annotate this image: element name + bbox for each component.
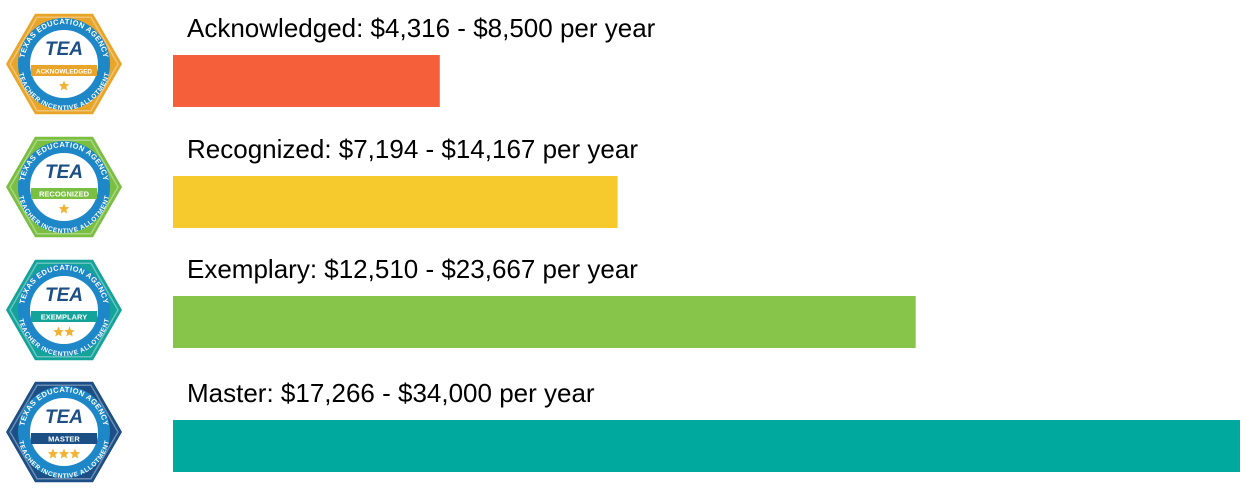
badge-center [30,276,98,344]
star-icon [69,448,81,459]
bar-master [173,420,1240,472]
badge-hexagon-rim [9,139,119,235]
badge-level-band [31,188,97,199]
badge-level-band [31,311,97,322]
badge-level-text: RECOGNIZED [39,190,90,199]
badge-level-band [31,433,97,444]
badge-center [30,398,98,466]
bar-acknowledged [173,55,440,107]
badge-center [30,30,98,98]
badge-logo: TEA [45,407,83,428]
bar-recognized [173,176,618,228]
badge-level-band [31,65,97,76]
bar-label-exemplary: Exemplary: $12,510 - $23,667 per year [187,254,638,284]
badge-level-text: EXEMPLARY [41,313,87,322]
star-icon [58,203,70,214]
badge-hexagon-rim [9,16,119,112]
badge-hexagon-rim [9,384,119,480]
badge-level-text: MASTER [48,435,80,444]
bar-label-master: Master: $17,266 - $34,000 per year [187,378,595,408]
star-icon [47,448,59,459]
star-icon [53,326,64,337]
badge-logo: TEA [45,39,83,60]
star-icon [58,448,70,459]
star-icon [64,326,75,337]
badge-logo: TEA [45,285,83,306]
star-icon [58,80,70,91]
bar-exemplary [173,296,916,348]
badge-center [30,153,98,221]
badge-hexagon-rim [9,262,119,358]
bar-label-recognized: Recognized: $7,194 - $14,167 per year [187,134,638,164]
badge-level-text: ACKNOWLEDGED [36,69,92,76]
badge-logo: TEA [45,162,83,183]
bar-label-acknowledged: Acknowledged: $4,316 - $8,500 per year [187,13,656,43]
